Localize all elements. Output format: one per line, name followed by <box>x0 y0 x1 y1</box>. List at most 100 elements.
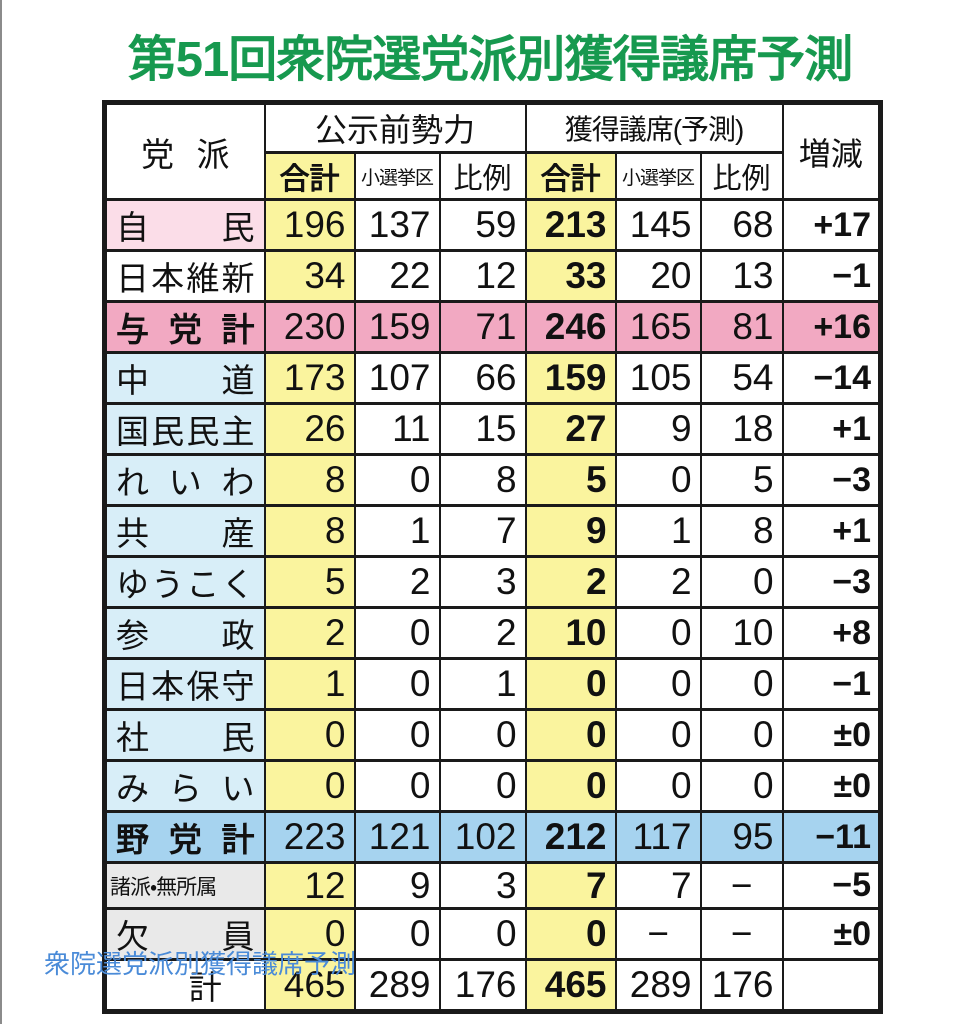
pre-pr-cell: 3 <box>438 555 527 609</box>
pre-total-cell: 0 <box>263 907 356 961</box>
pred-total-cell: 212 <box>524 810 617 864</box>
pre-smd-cell: 11 <box>353 402 441 456</box>
pred-pr-cell: 10 <box>699 606 784 660</box>
table-row-grand-total: 計 465 289 176 465 289 176 <box>103 958 882 1013</box>
pred-pr-cell: 0 <box>699 657 784 711</box>
change-cell: −14 <box>781 351 882 405</box>
pre-smd-cell: 121 <box>353 810 441 864</box>
pred-total-cell: 0 <box>524 708 617 762</box>
party-name-cell: 計 <box>103 958 266 1013</box>
party-name-cell: 社民 <box>103 708 266 762</box>
left-border-line <box>0 0 2 1024</box>
party-name-cell: みらい <box>103 759 266 813</box>
pred-smd-cell: 165 <box>614 300 702 354</box>
pred-smd-cell: 117 <box>614 810 702 864</box>
pred-total-cell: 7 <box>524 861 617 910</box>
header-pred-pr: 比例 <box>699 151 784 201</box>
pre-smd-cell: 0 <box>353 657 441 711</box>
table-row-ishin: 日本維新 34 22 12 33 20 13 −1 <box>103 249 882 303</box>
pred-smd-cell: 9 <box>614 402 702 456</box>
party-name-cell: 与党計 <box>103 300 266 354</box>
pre-pr-cell: 12 <box>438 249 527 303</box>
pre-pr-cell: 66 <box>438 351 527 405</box>
pre-smd-cell: 159 <box>353 300 441 354</box>
pred-pr-cell: 54 <box>699 351 784 405</box>
pre-total-cell: 12 <box>263 861 356 910</box>
pre-smd-cell: 9 <box>353 861 441 910</box>
pre-smd-cell: 22 <box>353 249 441 303</box>
pre-pr-cell: 0 <box>438 907 527 961</box>
pred-total-cell: 159 <box>524 351 617 405</box>
pre-smd-cell: 0 <box>353 606 441 660</box>
pre-total-cell: 196 <box>263 198 356 252</box>
pred-pr-cell: 0 <box>699 555 784 609</box>
table-row-chudo: 中道 173 107 66 159 105 54 −14 <box>103 351 882 405</box>
party-name-cell: 中道 <box>103 351 266 405</box>
table-row-ldp: 自民 196 137 59 213 145 68 +17 <box>103 198 882 252</box>
change-cell: ±0 <box>781 759 882 813</box>
change-cell: −11 <box>781 810 882 864</box>
pred-pr-cell: 81 <box>699 300 784 354</box>
pre-total-cell: 173 <box>263 351 356 405</box>
pred-total-cell: 5 <box>524 453 617 507</box>
pred-pr-cell: 13 <box>699 249 784 303</box>
change-cell: +17 <box>781 198 882 252</box>
pred-smd-cell: 0 <box>614 606 702 660</box>
table-row-vacancy: 欠員 0 0 0 0 − − ±0 <box>103 907 882 961</box>
header-predicted-seats: 獲得議席(予測) <box>524 101 784 154</box>
pre-pr-cell: 102 <box>438 810 527 864</box>
change-cell: +16 <box>781 300 882 354</box>
pre-smd-cell: 137 <box>353 198 441 252</box>
header-pred-smd: 小選挙区 <box>614 151 702 201</box>
table-row-minor-independent: 諸派・無所属 12 9 3 7 7 − −5 <box>103 861 882 910</box>
pre-smd-cell: 0 <box>353 708 441 762</box>
pred-pr-cell: 95 <box>699 810 784 864</box>
pre-total-cell: 8 <box>263 453 356 507</box>
change-cell: +1 <box>781 504 882 558</box>
party-name-cell: ゆうこく <box>103 555 266 609</box>
pred-smd-cell: 1 <box>614 504 702 558</box>
change-cell <box>781 958 882 1013</box>
pred-total-cell: 33 <box>524 249 617 303</box>
change-cell: −5 <box>781 861 882 910</box>
table-row-hoshu: 日本保守 1 0 1 0 0 0 −1 <box>103 657 882 711</box>
pred-pr-cell: 8 <box>699 504 784 558</box>
pred-total-cell: 246 <box>524 300 617 354</box>
pred-total-cell: 9 <box>524 504 617 558</box>
pre-pr-cell: 0 <box>438 708 527 762</box>
pred-total-cell: 0 <box>524 759 617 813</box>
page-title: 第51回衆院選党派別獲得議席予測 <box>127 33 854 87</box>
party-name-cell: 国民民主 <box>103 402 266 456</box>
pre-smd-cell: 107 <box>353 351 441 405</box>
pre-pr-cell: 176 <box>438 958 527 1013</box>
pred-pr-cell: − <box>699 861 784 910</box>
party-name-cell: れいわ <box>103 453 266 507</box>
pred-smd-cell: 0 <box>614 759 702 813</box>
pre-pr-cell: 7 <box>438 504 527 558</box>
change-cell: +8 <box>781 606 882 660</box>
pre-total-cell: 0 <box>263 759 356 813</box>
pre-pr-cell: 2 <box>438 606 527 660</box>
change-cell: +1 <box>781 402 882 456</box>
pred-smd-cell: 0 <box>614 657 702 711</box>
table-row-kokumin: 国民民主 26 11 15 27 9 18 +1 <box>103 402 882 456</box>
change-cell: −1 <box>781 657 882 711</box>
pred-total-cell: 2 <box>524 555 617 609</box>
pred-smd-cell: 0 <box>614 453 702 507</box>
pred-smd-cell: 289 <box>614 958 702 1013</box>
table-row-yukoku: ゆうこく 5 2 3 2 2 0 −3 <box>103 555 882 609</box>
pre-total-cell: 8 <box>263 504 356 558</box>
pre-total-cell: 223 <box>263 810 356 864</box>
pre-total-cell: 230 <box>263 300 356 354</box>
pre-total-cell: 2 <box>263 606 356 660</box>
pre-total-cell: 1 <box>263 657 356 711</box>
header-party: 党派 <box>103 101 266 201</box>
table-row-reiwa: れいわ 8 0 8 5 0 5 −3 <box>103 453 882 507</box>
pre-pr-cell: 59 <box>438 198 527 252</box>
caption-link[interactable]: 衆院選党派別獲得議席予測 <box>44 949 357 979</box>
pre-pr-cell: 1 <box>438 657 527 711</box>
pred-smd-cell: − <box>614 907 702 961</box>
pre-smd-cell: 2 <box>353 555 441 609</box>
pred-smd-cell: 0 <box>614 708 702 762</box>
pred-pr-cell: 5 <box>699 453 784 507</box>
